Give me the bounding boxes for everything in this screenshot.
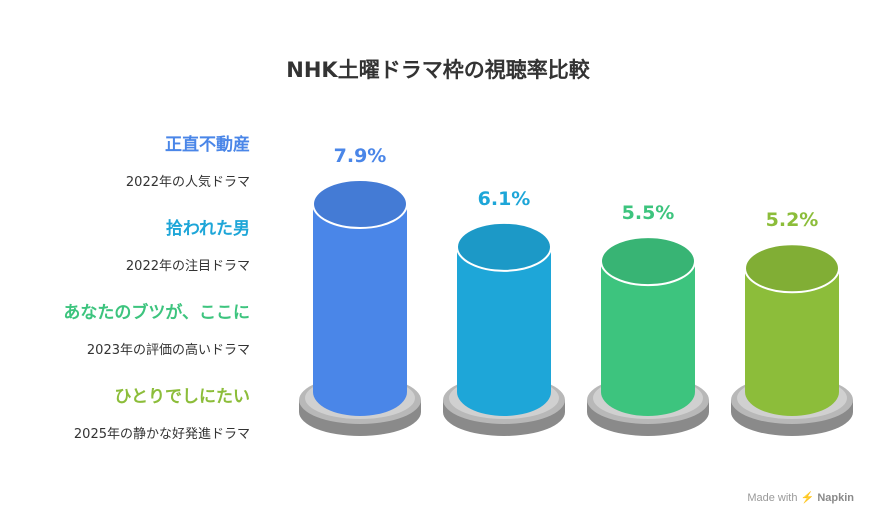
legend-item: 正直不動産 2022年の人気ドラマ: [10, 130, 250, 190]
bar-top-cap: [456, 221, 552, 272]
legend-name: あなたのブツが、ここに: [63, 303, 250, 323]
legend-item: あなたのブツが、ここに 2023年の評価の高いドラマ: [10, 298, 250, 358]
bar-top-cap: [312, 178, 408, 229]
data-label: 7.9%: [334, 145, 387, 167]
legend-item: ひとりでしにたい 2025年の静かな好発進ドラマ: [10, 382, 250, 442]
bar: [457, 246, 551, 416]
legend-description: 2023年の評価の高いドラマ: [86, 343, 250, 358]
data-label: 5.2%: [766, 209, 819, 231]
bar-top-cap: [744, 243, 840, 294]
bar: [313, 203, 407, 416]
legend-description: 2022年の注目ドラマ: [125, 259, 250, 274]
data-label: 6.1%: [478, 188, 531, 210]
watermark: Made with ⚡ Napkin: [747, 491, 854, 504]
legend-item: 拾われた男 2022年の注目ドラマ: [10, 214, 250, 274]
napkin-logo-icon: ⚡: [800, 492, 815, 504]
watermark-brand: Napkin: [817, 492, 854, 504]
bar-top-cap: [600, 236, 696, 287]
legend-name: ひとりでしにたい: [114, 387, 251, 407]
chart-title: NHK土曜ドラマ枠の視聴率比較: [286, 58, 590, 82]
data-label: 5.5%: [622, 202, 675, 224]
bar: [601, 261, 695, 416]
legend-name: 正直不動産: [165, 135, 250, 155]
legend-description: 2022年の人気ドラマ: [125, 175, 250, 190]
legend-name: 拾われた男: [165, 219, 250, 239]
watermark-prefix: Made with: [747, 492, 798, 504]
bar: [745, 268, 839, 416]
legend-description: 2025年の静かな好発進ドラマ: [73, 427, 250, 442]
